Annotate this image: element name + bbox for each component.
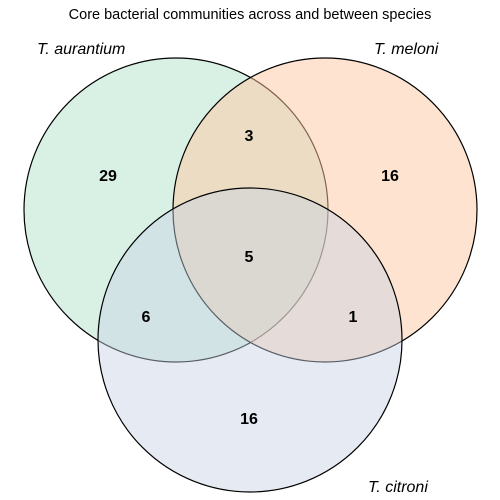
count-meloni-citroni: 1	[349, 309, 358, 326]
set-label-meloni: T. meloni	[374, 41, 439, 58]
set-label-aurantium: T. aurantium	[37, 41, 125, 58]
count-aurantium-meloni: 3	[245, 128, 254, 145]
count-meloni-only: 16	[381, 168, 399, 185]
set-circle-meloni	[172, 57, 478, 363]
diagram-title: Core bacterial communities across and be…	[69, 7, 432, 23]
set-circle-citroni	[97, 187, 403, 493]
set-label-citroni: T. citroni	[368, 479, 428, 496]
count-all-three: 5	[245, 249, 254, 266]
count-aurantium-citroni: 6	[142, 309, 151, 326]
count-aurantium-only: 29	[99, 168, 117, 185]
count-citroni-only: 16	[240, 411, 258, 428]
